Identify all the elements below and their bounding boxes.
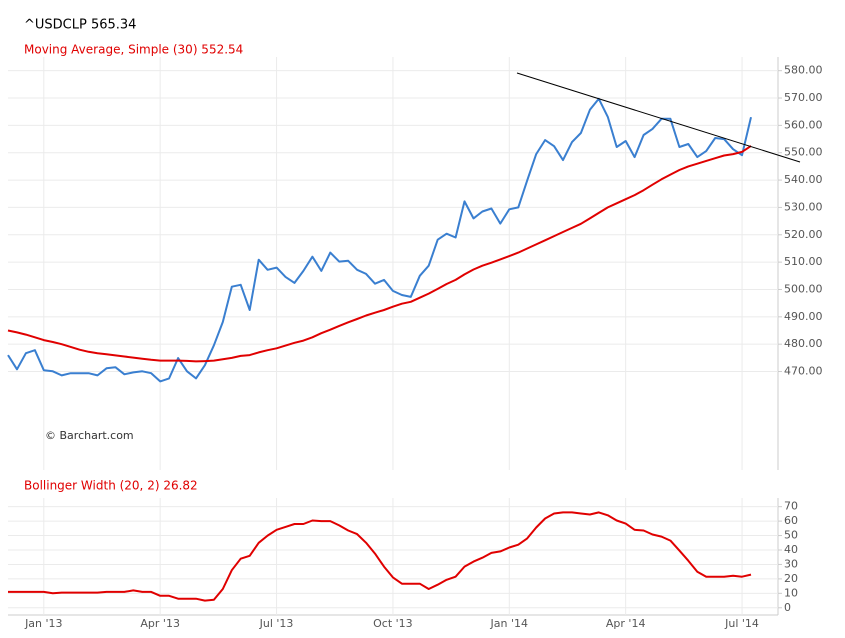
y-tick-label: 480.00 (784, 337, 823, 350)
x-tick-label: Apr '14 (606, 617, 646, 630)
y-tick-label: 30 (784, 557, 798, 570)
y-tick-label: 10 (784, 586, 798, 599)
y-tick-label: 550.00 (784, 146, 823, 159)
series-label: ^USDCLP 565.34 (24, 18, 136, 33)
y-tick-label: 560.00 (784, 118, 823, 131)
y-tick-label: 570.00 (784, 91, 823, 104)
y-tick-label: 510.00 (784, 255, 823, 268)
x-tick-label: Apr '13 (140, 617, 180, 630)
y-tick-label: 60 (784, 514, 798, 527)
annotation: © Barchart.com (45, 429, 134, 442)
y-tick-label: 70 (784, 500, 798, 513)
series-label: Bollinger Width (20, 2) 26.82 (24, 479, 198, 493)
plot-layer: 470.00 480.00 490.00 500.00 510.00 520.00 530.… (7, 57, 823, 630)
x-tick-label: Jan '13 (24, 617, 62, 630)
y-tick-label: 540.00 (784, 173, 823, 186)
series-line (7, 145, 752, 363)
y-tick-label: 530.00 (784, 200, 823, 213)
y-tick-label: 20 (784, 572, 798, 585)
series-label: Moving Average, Simple (30) 552.54 (24, 43, 243, 57)
y-tick-label: 0 (784, 601, 791, 614)
y-tick-label: 40 (784, 543, 798, 556)
series-line (7, 97, 752, 383)
trend-line (516, 72, 801, 163)
x-tick-label: Jul '13 (259, 617, 294, 630)
series-line (8, 511, 752, 602)
y-tick-label: 520.00 (784, 228, 823, 241)
y-tick-label: 50 (784, 529, 798, 542)
y-tick-label: 500.00 (784, 282, 823, 295)
x-tick-label: Jan '14 (490, 617, 528, 630)
x-tick-label: Jul '14 (724, 617, 759, 630)
y-tick-label: 490.00 (784, 310, 823, 323)
y-tick-label: 470.00 (784, 365, 823, 378)
y-tick-label: 580.00 (784, 64, 823, 77)
x-tick-label: Oct '13 (373, 617, 413, 630)
